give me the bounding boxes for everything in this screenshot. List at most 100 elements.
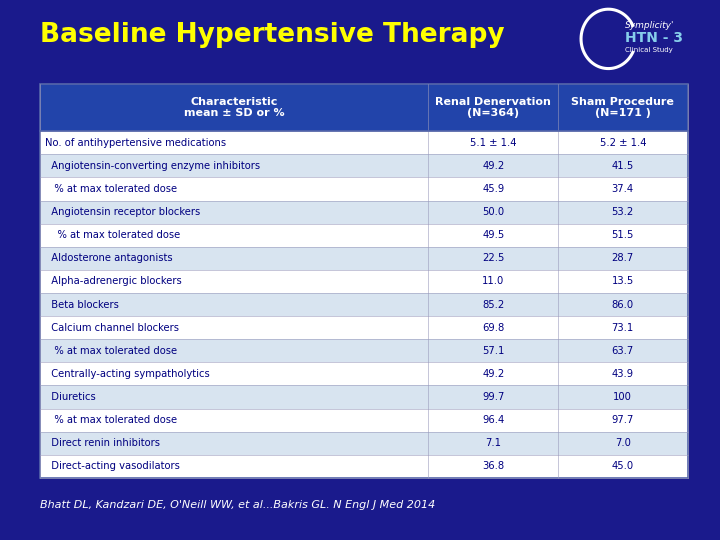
- Text: 22.5: 22.5: [482, 253, 505, 264]
- Text: 45.0: 45.0: [612, 461, 634, 471]
- Bar: [428, 84, 558, 131]
- Text: 85.2: 85.2: [482, 300, 504, 309]
- Text: 49.2: 49.2: [482, 161, 504, 171]
- Text: 50.0: 50.0: [482, 207, 504, 217]
- Bar: [40, 455, 428, 478]
- Bar: [40, 131, 428, 154]
- Bar: [40, 386, 428, 409]
- Text: 49.2: 49.2: [482, 369, 504, 379]
- Text: Aldosterone antagonists: Aldosterone antagonists: [45, 253, 173, 264]
- Text: Direct renin inhibitors: Direct renin inhibitors: [45, 438, 161, 448]
- Text: % at max tolerated dose: % at max tolerated dose: [45, 184, 178, 194]
- Bar: [558, 316, 688, 339]
- Bar: [428, 224, 558, 247]
- Text: Baseline Hypertensive Therapy: Baseline Hypertensive Therapy: [40, 22, 504, 48]
- Bar: [428, 339, 558, 362]
- Text: 7.1: 7.1: [485, 438, 501, 448]
- Text: 51.5: 51.5: [611, 230, 634, 240]
- Text: 96.4: 96.4: [482, 415, 504, 425]
- Text: 69.8: 69.8: [482, 323, 504, 333]
- Text: 43.9: 43.9: [612, 369, 634, 379]
- Bar: [40, 316, 428, 339]
- Text: 11.0: 11.0: [482, 276, 504, 286]
- Bar: [40, 270, 428, 293]
- Bar: [558, 224, 688, 247]
- Text: % at max tolerated dose: % at max tolerated dose: [45, 346, 178, 356]
- Text: Calcium channel blockers: Calcium channel blockers: [45, 323, 179, 333]
- Bar: [558, 131, 688, 154]
- Text: No. of antihypertensive medications: No. of antihypertensive medications: [45, 138, 227, 148]
- Text: Direct-acting vasodilators: Direct-acting vasodilators: [45, 461, 180, 471]
- Bar: [428, 131, 558, 154]
- Text: 45.9: 45.9: [482, 184, 504, 194]
- Text: HTN - 3: HTN - 3: [625, 31, 683, 45]
- Text: Angiotensin receptor blockers: Angiotensin receptor blockers: [45, 207, 201, 217]
- Text: Bhatt DL, Kandzari DE, O'Neill WW, et al...Bakris GL. N Engl J Med 2014: Bhatt DL, Kandzari DE, O'Neill WW, et al…: [40, 500, 435, 510]
- Bar: [558, 293, 688, 316]
- Bar: [428, 154, 558, 178]
- Bar: [558, 178, 688, 200]
- Text: 73.1: 73.1: [612, 323, 634, 333]
- Bar: [40, 293, 428, 316]
- Bar: [40, 224, 428, 247]
- Bar: [428, 178, 558, 200]
- Bar: [428, 247, 558, 270]
- Text: Sham Procedure
(N=171 ): Sham Procedure (N=171 ): [572, 97, 674, 118]
- Bar: [40, 200, 428, 224]
- Bar: [558, 386, 688, 409]
- Text: Clinical Study: Clinical Study: [625, 47, 672, 53]
- Bar: [558, 431, 688, 455]
- Text: Characteristic
mean ± SD or %: Characteristic mean ± SD or %: [184, 97, 284, 118]
- Text: Alpha-adrenergic blockers: Alpha-adrenergic blockers: [45, 276, 182, 286]
- Text: % at max tolerated dose: % at max tolerated dose: [45, 415, 178, 425]
- Text: 41.5: 41.5: [612, 161, 634, 171]
- Bar: [428, 431, 558, 455]
- Text: 99.7: 99.7: [482, 392, 505, 402]
- Text: 37.4: 37.4: [612, 184, 634, 194]
- Bar: [428, 316, 558, 339]
- Text: Centrally-acting sympatholytics: Centrally-acting sympatholytics: [45, 369, 210, 379]
- Bar: [40, 247, 428, 270]
- Bar: [428, 270, 558, 293]
- Text: Symplicity': Symplicity': [625, 22, 675, 30]
- Text: Renal Denervation
(N=364): Renal Denervation (N=364): [436, 97, 551, 118]
- Text: 53.2: 53.2: [612, 207, 634, 217]
- Text: 86.0: 86.0: [612, 300, 634, 309]
- Text: % at max tolerated dose: % at max tolerated dose: [45, 230, 181, 240]
- Bar: [558, 200, 688, 224]
- Bar: [40, 431, 428, 455]
- Text: Diuretics: Diuretics: [45, 392, 96, 402]
- Bar: [40, 409, 428, 431]
- Text: 5.2 ± 1.4: 5.2 ± 1.4: [600, 138, 646, 148]
- Text: 57.1: 57.1: [482, 346, 505, 356]
- Bar: [40, 154, 428, 178]
- Bar: [428, 409, 558, 431]
- Bar: [40, 178, 428, 200]
- Text: 7.0: 7.0: [615, 438, 631, 448]
- Bar: [428, 455, 558, 478]
- Bar: [40, 362, 428, 386]
- Bar: [558, 339, 688, 362]
- Bar: [40, 84, 688, 478]
- Text: 36.8: 36.8: [482, 461, 504, 471]
- Text: 63.7: 63.7: [612, 346, 634, 356]
- Bar: [558, 362, 688, 386]
- Bar: [558, 270, 688, 293]
- Text: 49.5: 49.5: [482, 230, 504, 240]
- Text: 5.1 ± 1.4: 5.1 ± 1.4: [470, 138, 516, 148]
- Bar: [558, 84, 688, 131]
- Text: 28.7: 28.7: [612, 253, 634, 264]
- Text: 97.7: 97.7: [611, 415, 634, 425]
- Bar: [558, 455, 688, 478]
- Bar: [428, 200, 558, 224]
- Bar: [40, 339, 428, 362]
- Bar: [40, 84, 428, 131]
- Bar: [428, 386, 558, 409]
- Text: Beta blockers: Beta blockers: [45, 300, 120, 309]
- Text: 100: 100: [613, 392, 632, 402]
- Bar: [428, 293, 558, 316]
- Bar: [558, 154, 688, 178]
- Bar: [558, 409, 688, 431]
- Text: Angiotensin-converting enzyme inhibitors: Angiotensin-converting enzyme inhibitors: [45, 161, 261, 171]
- Text: 13.5: 13.5: [612, 276, 634, 286]
